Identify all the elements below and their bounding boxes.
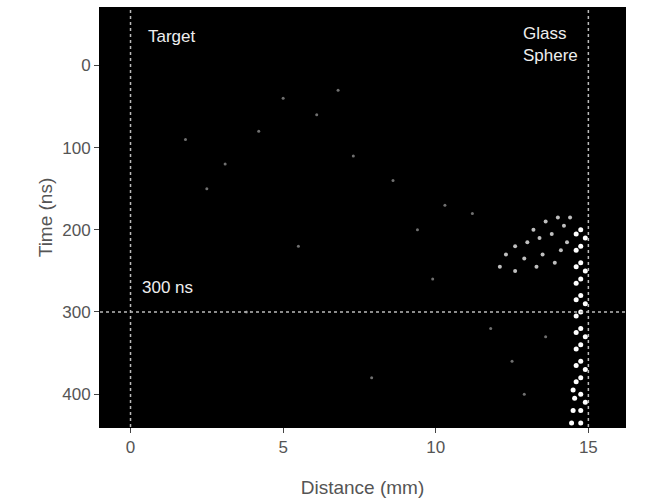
svg-text:0: 0 bbox=[81, 56, 90, 75]
svg-text:10: 10 bbox=[426, 438, 445, 457]
svg-text:Target: Target bbox=[148, 27, 196, 46]
svg-text:5: 5 bbox=[278, 438, 287, 457]
svg-text:15: 15 bbox=[579, 438, 598, 457]
svg-text:Time (ns): Time (ns) bbox=[35, 178, 56, 258]
svg-text:GlassSphere: GlassSphere bbox=[523, 24, 578, 65]
svg-text:300 ns: 300 ns bbox=[142, 278, 193, 297]
svg-text:300: 300 bbox=[62, 303, 90, 322]
svg-text:400: 400 bbox=[62, 385, 90, 404]
svg-text:Distance (mm): Distance (mm) bbox=[301, 477, 425, 498]
svg-text:200: 200 bbox=[62, 221, 90, 240]
svg-text:0: 0 bbox=[126, 438, 135, 457]
svg-text:100: 100 bbox=[62, 139, 90, 158]
